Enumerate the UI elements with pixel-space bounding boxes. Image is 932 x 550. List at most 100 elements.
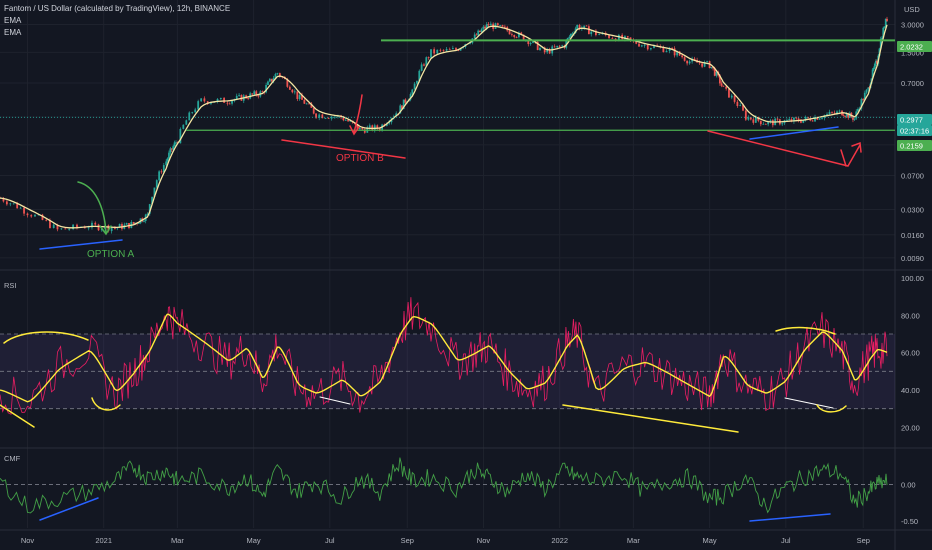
price-candle (425, 57, 428, 66)
price-candle (235, 95, 238, 100)
cmf-line (0, 457, 888, 514)
price-candle (219, 97, 222, 100)
price-candle (484, 26, 486, 29)
price-candle (543, 47, 546, 53)
price-candle (800, 121, 802, 123)
arrowhead-option-b (349, 125, 360, 136)
price-candle (459, 48, 462, 51)
price-candle (583, 25, 586, 28)
price-candle (83, 227, 86, 229)
price-candle (148, 204, 151, 214)
price-candle (566, 37, 569, 41)
price-candle (330, 116, 333, 119)
price-candle (556, 45, 559, 48)
cmf-divergence-1 (39, 497, 99, 521)
price-candle (296, 91, 299, 99)
x-axis-label: Nov (21, 536, 35, 545)
price-candle (146, 213, 149, 215)
indicator-ema-1[interactable]: EMA (4, 16, 22, 25)
price-candle (97, 224, 100, 231)
price-candle (608, 35, 610, 39)
price-candle (165, 161, 168, 166)
x-axis[interactable]: Nov 2021 Mar May Jul Sep Nov 2022 Mar May Jul Sep (21, 536, 870, 545)
price-candle (739, 105, 742, 107)
price-candle (87, 227, 90, 229)
pane-label-rsi: RSI (4, 281, 17, 290)
price-candle (863, 92, 866, 100)
price-candle (536, 41, 539, 51)
price-candle (485, 24, 488, 29)
price-candle (327, 118, 330, 119)
price-candle (681, 55, 684, 58)
price-candle (710, 67, 713, 69)
price-candle (749, 117, 752, 120)
price-candle (821, 118, 823, 119)
price-candle (857, 109, 859, 112)
chart-title: Fantom / US Dollar (calculated by Tradin… (4, 4, 231, 13)
price-candle (185, 120, 188, 125)
price-candle (482, 26, 485, 30)
price-candle (376, 125, 379, 129)
price-tag-label: 02:37:16 (900, 127, 929, 136)
price-candle (418, 70, 421, 82)
arrow-option-a (77, 181, 107, 233)
price-candle (747, 117, 750, 120)
price-candle (423, 64, 425, 66)
price-candle (790, 118, 793, 122)
price-candle (368, 125, 371, 128)
price-candle (182, 124, 185, 129)
price-candle (802, 119, 805, 123)
price-candle (318, 114, 321, 118)
price-candle (238, 94, 240, 96)
price-candle (251, 93, 254, 95)
currency-label: USD (904, 5, 920, 14)
rsi-line (0, 297, 888, 415)
price-candle (132, 222, 135, 224)
price-tags: 2.0232 0.2977 02:37:16 0.2159 (897, 41, 932, 151)
rsi-axis-label: 100.00 (901, 274, 924, 283)
price-candle (301, 94, 303, 100)
price-candle (268, 78, 271, 82)
price-candle (37, 214, 40, 216)
cmf-divergence-2 (749, 513, 831, 522)
price-candle (754, 116, 757, 123)
price-candle (585, 25, 588, 27)
price-candle (197, 101, 200, 110)
rsi-axis-label: 80.00 (901, 311, 920, 320)
price-candle (553, 46, 556, 48)
price-candle (293, 91, 296, 93)
price-candle (288, 86, 291, 90)
rsi-arc-2 (91, 397, 121, 411)
price-candle (719, 75, 721, 84)
x-axis-label: Sep (401, 536, 414, 545)
price-candle (153, 187, 156, 197)
price-candle (173, 142, 176, 147)
indicator-ema-2[interactable]: EMA (4, 28, 22, 37)
price-candle (725, 86, 728, 89)
price-candle (413, 83, 416, 90)
price-candle (744, 110, 747, 120)
price-candle (442, 49, 445, 51)
price-candle (558, 45, 561, 47)
price-axis-label: 0.0160 (901, 231, 924, 240)
price-candle (274, 74, 277, 79)
price-tag-bg (897, 41, 932, 52)
price-candle (561, 45, 564, 47)
price-candle (617, 34, 620, 42)
price-candle (72, 224, 74, 230)
price-candle (286, 79, 289, 87)
price-candle (172, 146, 175, 150)
price-axis-label: 0.0700 (901, 171, 924, 180)
price-candle (324, 118, 327, 119)
x-axis-label: Mar (171, 536, 184, 545)
price-candle (2, 198, 5, 202)
price-candle (767, 121, 770, 125)
price-candle (312, 107, 315, 114)
rsi-divergence-white-2 (784, 397, 834, 409)
price-candle (578, 25, 581, 30)
price-candle (762, 123, 765, 125)
price-candle (769, 120, 772, 122)
price-candle (477, 30, 480, 36)
price-candle (871, 69, 874, 79)
